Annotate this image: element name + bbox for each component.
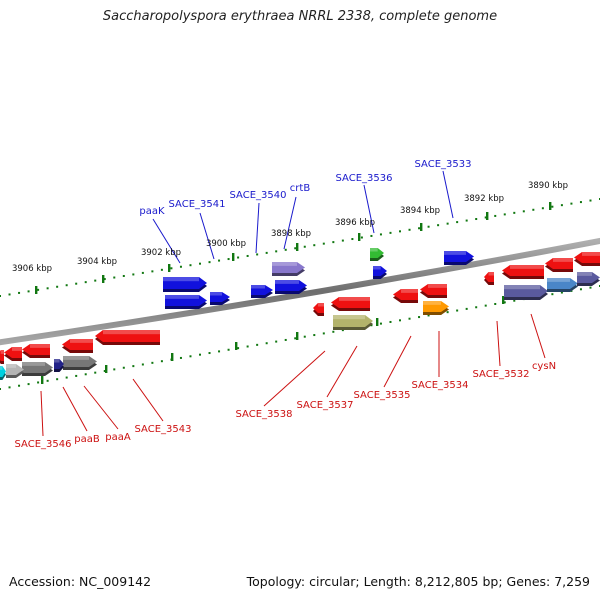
- gene-SACE_3534[interactable]: [423, 301, 449, 315]
- chromosome-backbone: [0, 237, 600, 346]
- gene-red-small-center[interactable]: [313, 303, 324, 316]
- upper-scale-track: [0, 198, 600, 297]
- major-tick: [358, 233, 361, 241]
- major-tick: [486, 212, 489, 220]
- label-SACE_3533-leader: [442, 170, 454, 219]
- genome-summary-text: Topology: circular; Length: 8,212,805 bp…: [246, 574, 590, 589]
- gene-SACE_3543[interactable]: [95, 330, 160, 345]
- label-SACE_3543-leader: [132, 378, 164, 422]
- major-tick: [35, 286, 38, 294]
- label-SACE_3540[interactable]: SACE_3540: [230, 190, 287, 201]
- gene-slate-block[interactable]: [272, 262, 305, 276]
- gene-paaA[interactable]: [62, 339, 93, 353]
- gene-SACE_3534-upper[interactable]: [420, 284, 447, 298]
- gene-navy-small[interactable]: [54, 359, 64, 372]
- label-SACE_3538-leader: [263, 350, 326, 407]
- gene-SACE_3533[interactable]: [444, 251, 474, 265]
- gene-red-left-edge-2[interactable]: [0, 350, 4, 364]
- label-cysN[interactable]: cysN: [532, 361, 556, 372]
- label-SACE_3536[interactable]: SACE_3536: [336, 173, 393, 184]
- gene-cysN[interactable]: [504, 285, 548, 300]
- gene-red-small-right[interactable]: [484, 272, 494, 285]
- label-SACE_3536-leader: [363, 184, 375, 234]
- gene-crtB[interactable]: [275, 280, 307, 294]
- gene-SACE_3536-lower[interactable]: [373, 266, 387, 279]
- scale-tick-label: 3900 kbp: [206, 239, 246, 249]
- label-SACE_3537[interactable]: SACE_3537: [297, 400, 354, 411]
- major-tick: [502, 296, 505, 304]
- label-crtB[interactable]: crtB: [290, 183, 311, 194]
- gene-red-forward-3[interactable]: [574, 252, 600, 266]
- scale-tick-label: 3894 kbp: [400, 206, 440, 216]
- label-paaK-leader: [152, 218, 181, 264]
- gene-SACE_3540[interactable]: [251, 285, 273, 298]
- label-paaA-leader: [83, 385, 119, 430]
- label-SACE_3537-leader: [326, 345, 358, 398]
- major-tick: [105, 365, 108, 373]
- gene-paaB-red[interactable]: [22, 344, 50, 358]
- major-tick: [296, 332, 299, 340]
- label-paaA[interactable]: paaA: [105, 432, 131, 443]
- major-tick: [420, 223, 423, 231]
- gene-slate-right[interactable]: [577, 272, 600, 286]
- major-tick: [102, 275, 105, 283]
- major-tick: [549, 202, 552, 210]
- major-tick: [41, 376, 44, 384]
- label-SACE_3535[interactable]: SACE_3535: [354, 390, 411, 401]
- label-SACE_3532[interactable]: SACE_3532: [473, 369, 530, 380]
- scale-tick-label: 3892 kbp: [464, 194, 504, 204]
- scale-tick-label: 3906 kbp: [12, 264, 52, 274]
- gene-SACE_3532[interactable]: [547, 278, 578, 292]
- label-SACE_3534[interactable]: SACE_3534: [412, 380, 469, 391]
- label-SACE_3533[interactable]: SACE_3533: [415, 159, 472, 170]
- label-SACE_3546-leader: [40, 390, 44, 437]
- major-tick: [171, 353, 174, 361]
- scale-tick-label: 3904 kbp: [77, 257, 117, 267]
- gene-red-left-edge[interactable]: [4, 347, 22, 361]
- gene-red-forward-2[interactable]: [545, 258, 573, 272]
- scale-tick-label: 3890 kbp: [528, 181, 568, 191]
- major-tick: [232, 253, 235, 261]
- label-cysN-leader: [530, 313, 546, 359]
- gene-paaB[interactable]: [63, 356, 97, 370]
- label-paaB[interactable]: paaB: [74, 434, 100, 445]
- label-paaB-leader: [62, 386, 88, 432]
- scale-tick-label: 3896 kbp: [335, 218, 375, 228]
- label-paaK[interactable]: paaK: [139, 206, 165, 217]
- label-SACE_3538[interactable]: SACE_3538: [236, 409, 293, 420]
- gene-SACE_3535-upper[interactable]: [393, 289, 418, 303]
- label-SACE_3541-leader: [199, 212, 215, 260]
- major-tick: [235, 342, 238, 350]
- scale-tick-label: 3902 kbp: [141, 248, 181, 258]
- gene-paaK[interactable]: [163, 277, 207, 292]
- gene-SACE_3541[interactable]: [210, 292, 230, 305]
- gene-SACE_3536[interactable]: [370, 248, 384, 261]
- gene-red-forward-1[interactable]: [502, 265, 544, 279]
- gene-SACE_3537-upper[interactable]: [331, 297, 370, 311]
- label-SACE_3532-leader: [496, 320, 501, 367]
- scale-tick-label: 3898 kbp: [271, 229, 311, 239]
- label-SACE_3540-leader: [255, 202, 260, 254]
- label-SACE_3541[interactable]: SACE_3541: [169, 199, 226, 210]
- label-SACE_3546[interactable]: SACE_3546: [15, 439, 72, 450]
- gene-SACE_3546[interactable]: [22, 362, 53, 376]
- label-SACE_3535-leader: [383, 335, 412, 388]
- label-crtB-leader: [283, 196, 297, 250]
- gene-SACE_3537[interactable]: [333, 315, 373, 330]
- major-tick: [296, 243, 299, 251]
- genome-title: Saccharopolyspora erythraea NRRL 2338, c…: [102, 9, 498, 24]
- major-tick: [168, 264, 171, 272]
- gene-paaK-lower[interactable]: [165, 295, 207, 309]
- accession-text: Accession: NC_009142: [9, 574, 152, 589]
- gene-lightgray-small[interactable]: [6, 364, 24, 378]
- gene-cyan-edge[interactable]: [0, 366, 6, 380]
- label-SACE_3543[interactable]: SACE_3543: [135, 424, 192, 435]
- major-tick: [376, 318, 379, 326]
